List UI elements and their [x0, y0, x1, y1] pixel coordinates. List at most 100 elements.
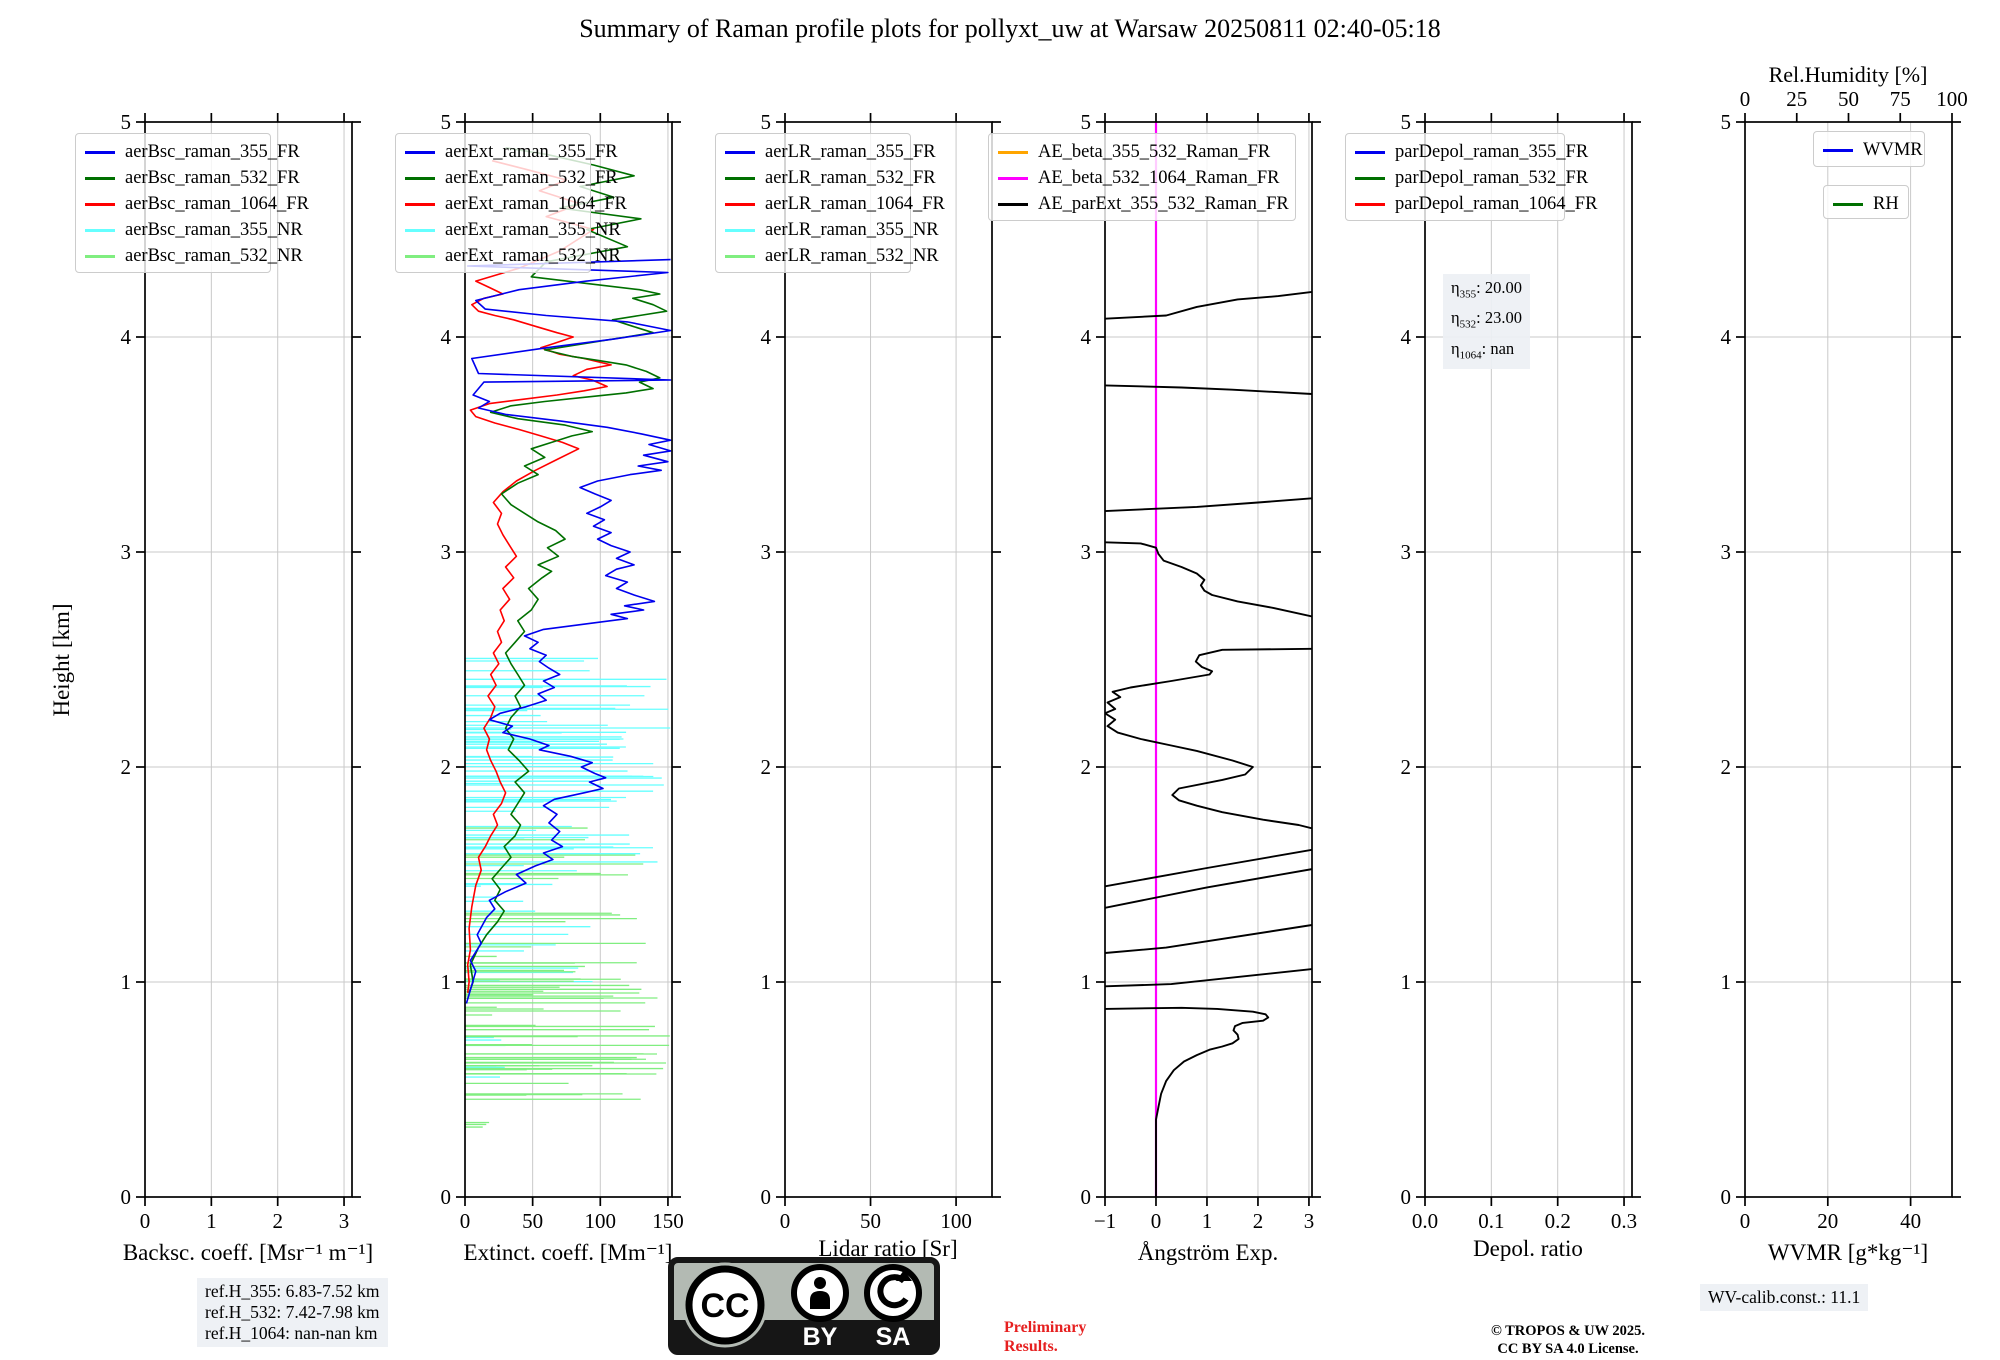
cc-by-sa-badge: CC BY SA [668, 1257, 940, 1355]
x-axis-label-backscatter: Backsc. coeff. [Msr⁻¹ m⁻¹] [122, 1240, 374, 1265]
legend-label: aerExt_raman_532_NR [445, 245, 621, 266]
legend-line-swatch [1355, 150, 1385, 154]
person-body [810, 1291, 830, 1309]
legend-label: parDepol_raman_532_FR [1395, 167, 1589, 188]
legend-label: aerBsc_raman_1064_FR [125, 193, 309, 214]
legend-entry: aerLR_raman_532_FR [725, 165, 936, 191]
series-AE_parExt_355_532_Raman_FR [1105, 924, 1312, 954]
series-AE_parExt_355_532_Raman_FR [1105, 541, 1312, 618]
legend-line-swatch [725, 202, 755, 206]
y-tick-label: 5 [1721, 110, 1732, 134]
legend-entry: aerExt_raman_1064_FR [405, 191, 627, 217]
legend-wvmr: RH [1823, 185, 1909, 219]
axes-spines [144, 121, 353, 1198]
cc-circle-icon [685, 1265, 765, 1345]
cc-text: CC [700, 1287, 749, 1325]
by-text: BY [803, 1323, 838, 1351]
legend-line-swatch [405, 228, 435, 232]
top-axis-label-rel-humidity: Rel.Humidity [%] [1768, 62, 1928, 87]
axes-spines [784, 121, 993, 1198]
y-tick-label: 0 [761, 1185, 772, 1209]
y-tick-label: 1 [1401, 970, 1412, 994]
x-tick-label: 100 [940, 1209, 972, 1233]
share-alike-arrow [877, 1274, 909, 1309]
y-tick-label: 0 [1721, 1185, 1732, 1209]
legend-entry: aerBsc_raman_532_FR [85, 165, 300, 191]
series-aerExt_raman_532_FR [468, 147, 668, 994]
person-head [814, 1277, 826, 1289]
series-AE_parExt_355_532_Raman_FR [1105, 290, 1312, 320]
legend-line-swatch [1823, 148, 1853, 152]
x-tick-label: 0.3 [1611, 1209, 1637, 1233]
panel-lidar-ratio: 0 50 100 0 1 2 3 4 5 [761, 110, 1001, 1233]
panel-backscatter: 0 1 2 3 0 1 2 3 4 5 [121, 110, 361, 1233]
legend-entry: aerBsc_raman_532_NR [85, 243, 303, 269]
legend-entry: AE_parExt_355_532_Raman_FR [998, 191, 1289, 217]
y-tick-label: 0 [1081, 1185, 1092, 1209]
y-tick-label: 0 [441, 1185, 452, 1209]
legend-label: aerExt_raman_355_FR [445, 141, 618, 162]
legend-line-swatch [998, 150, 1028, 154]
legend-label: aerLR_raman_355_NR [765, 219, 939, 240]
series-AE_parExt_355_532_Raman_FR [1105, 384, 1312, 395]
legend-extinction: aerExt_raman_355_FR aerExt_raman_532_FR ae… [395, 133, 627, 273]
legend-line-swatch [405, 254, 435, 258]
x-tick-label: 2 [1253, 1209, 1264, 1233]
legend-line-swatch [998, 202, 1028, 206]
y-tick-label: 3 [1401, 540, 1412, 564]
axes-spines [464, 121, 673, 1198]
x-tick-label: 3 [339, 1209, 350, 1233]
legend-label: aerBsc_raman_532_NR [125, 245, 303, 266]
legend-line-swatch [725, 150, 755, 154]
series-AE_parExt_355_532_Raman_FR [1105, 1006, 1270, 1197]
legend-label: AE_beta_532_1064_Raman_FR [1038, 167, 1280, 188]
legend-label: WVMR [1863, 139, 1923, 160]
y-tick-label: 0 [121, 1185, 132, 1209]
legend-entry: aerExt_raman_355_FR [405, 139, 618, 165]
reference-height-annotation: ref.H_355: 6.83-7.52 km ref.H_532: 7.42-… [197, 1278, 388, 1347]
x-tick-label: 0.1 [1478, 1209, 1504, 1233]
y-tick-label: 2 [1401, 755, 1412, 779]
y-tick-label: 4 [121, 325, 132, 349]
y-tick-label: 4 [1721, 325, 1732, 349]
y-tick-label: 2 [441, 755, 452, 779]
y-tick-label: 3 [1721, 540, 1732, 564]
legend-line-swatch [85, 176, 115, 180]
x-tick-label: 20 [1817, 1209, 1838, 1233]
legend-backscatter: aerBsc_raman_355_FR aerBsc_raman_532_FR ae… [75, 133, 309, 273]
y-tick-label: 1 [121, 970, 132, 994]
x-axis-label-extinction: Extinct. coeff. [Mm⁻¹] [463, 1240, 673, 1265]
legend-entry: parDepol_raman_355_FR [1355, 139, 1588, 165]
panel-extinction: 0 50 100 150 0 1 2 3 4 5 [441, 110, 684, 1233]
legend-entry: aerBsc_raman_355_NR [85, 217, 303, 243]
axes-spines [1104, 121, 1313, 1198]
legend-entry: RH [1833, 191, 1899, 217]
x-tick-label: 40 [1900, 1209, 1921, 1233]
legend-line-swatch [998, 176, 1028, 180]
legend-entry: parDepol_raman_532_FR [1355, 165, 1588, 191]
eta-1064-line: η1064: nan [1451, 338, 1515, 361]
x-tick-label: 1 [1202, 1209, 1213, 1233]
legend-label: AE_parExt_355_532_Raman_FR [1038, 193, 1289, 214]
top-x-tick-label: 50 [1838, 87, 1859, 111]
legend-line-swatch [1355, 176, 1385, 180]
ref-h-355: ref.H_355: 6.83-7.52 km [205, 1281, 380, 1301]
legend-label: aerLR_raman_1064_FR [765, 193, 945, 214]
x-axis-label-lidar-ratio: Lidar ratio [Sr] [818, 1236, 958, 1261]
y-tick-label: 5 [121, 110, 132, 134]
x-axis-label-depol: Depol. ratio [1473, 1236, 1583, 1261]
legend-line-swatch [405, 176, 435, 180]
legend-label: aerLR_raman_532_NR [765, 245, 939, 266]
series-AE_parExt_355_532_Raman_FR [1105, 848, 1312, 888]
x-tick-label: 50 [522, 1209, 543, 1233]
y-tick-label: 1 [1721, 970, 1732, 994]
preliminary-results-note: Preliminary Results. [1004, 1319, 1087, 1355]
y-tick-label: 2 [121, 755, 132, 779]
series-AE_parExt_355_532_Raman_FR [1105, 647, 1312, 830]
panel-depol: 0.0 0.1 0.2 0.3 0 1 2 3 4 5 [1401, 110, 1641, 1233]
legend-entry: aerBsc_raman_1064_FR [85, 191, 309, 217]
y-tick-label: 4 [441, 325, 452, 349]
top-x-tick-label: 25 [1786, 87, 1807, 111]
legend-label: aerBsc_raman_532_FR [125, 167, 300, 188]
